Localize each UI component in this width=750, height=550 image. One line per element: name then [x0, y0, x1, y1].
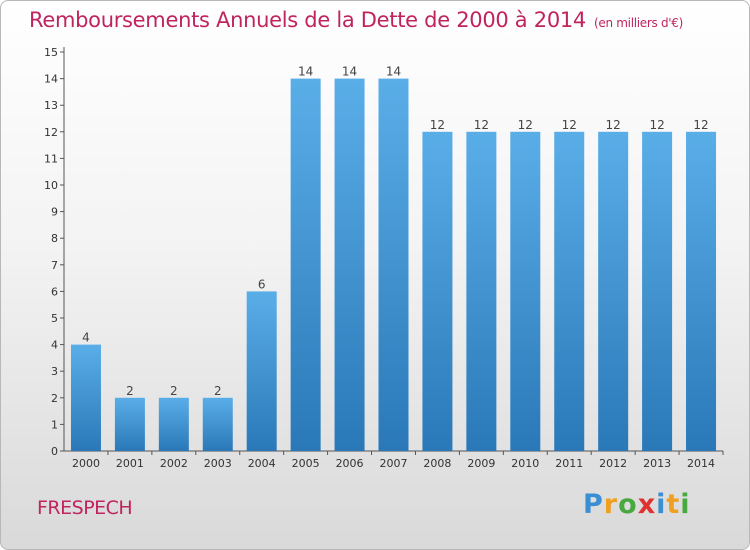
logo-letter: P: [583, 489, 604, 520]
y-tick-label: 9: [51, 206, 58, 219]
logo-letter: r: [603, 489, 619, 520]
proxiti-logo: Proxiti: [583, 489, 691, 520]
y-tick-label: 6: [51, 285, 58, 298]
x-tick-label: 2002: [160, 457, 188, 470]
x-tick-label: 2005: [292, 457, 320, 470]
x-tick-label: 2007: [380, 457, 408, 470]
chart-title: Remboursements Annuels de la Dette de 20…: [29, 8, 683, 32]
data-label: 2: [170, 384, 178, 398]
x-tick-label: 2001: [116, 457, 144, 470]
bar: [70, 344, 101, 451]
y-tick-label: 7: [51, 259, 58, 272]
y-tick-label: 1: [51, 418, 58, 431]
bar: [202, 397, 233, 451]
data-label: 6: [258, 277, 266, 291]
bar: [598, 131, 629, 452]
y-tick-label: 5: [51, 312, 58, 325]
chart-title-text: Remboursements Annuels de la Dette de 20…: [29, 8, 586, 32]
bar: [422, 131, 453, 452]
bar: [158, 397, 189, 451]
chart-unit: (en milliers d'€): [594, 16, 684, 30]
logo-letter: i: [680, 489, 691, 520]
data-label: 12: [693, 118, 708, 132]
data-label: 12: [474, 118, 489, 132]
bar: [334, 78, 365, 451]
y-tick-label: 0: [51, 445, 58, 458]
data-label: 12: [518, 118, 533, 132]
y-tick-label: 11: [44, 152, 58, 165]
bar: [290, 78, 321, 451]
data-label: 2: [214, 384, 222, 398]
logo-letter: i: [656, 489, 667, 520]
logo-letter: t: [666, 489, 681, 520]
x-tick-label: 2012: [599, 457, 627, 470]
data-label: 12: [606, 118, 621, 132]
data-label: 4: [82, 331, 90, 345]
x-tick-label: 2013: [643, 457, 671, 470]
y-tick-label: 10: [44, 179, 58, 192]
bar: [378, 78, 409, 451]
logo-letter: o: [618, 489, 638, 520]
y-tick-label: 15: [44, 46, 58, 59]
y-tick-label: 8: [51, 232, 58, 245]
data-label: 2: [126, 384, 134, 398]
x-tick-label: 2011: [555, 457, 583, 470]
y-tick-label: 14: [44, 73, 58, 86]
bar: [246, 291, 277, 451]
y-tick-label: 13: [44, 99, 58, 112]
data-label: 14: [298, 65, 313, 79]
bar: [510, 131, 541, 452]
bar: [554, 131, 585, 452]
data-label: 14: [386, 65, 401, 79]
x-tick-label: 2008: [423, 457, 451, 470]
y-tick-label: 3: [51, 365, 58, 378]
y-tick-label: 4: [51, 339, 58, 352]
bar: [642, 131, 673, 452]
logo-letter: x: [637, 489, 657, 520]
y-tick-label: 12: [44, 126, 58, 139]
x-tick-label: 2006: [336, 457, 364, 470]
x-tick-label: 2010: [511, 457, 539, 470]
x-tick-label: 2014: [687, 457, 715, 470]
commune-name: FRESPECH: [37, 497, 133, 519]
data-label: 12: [649, 118, 664, 132]
data-label: 12: [430, 118, 445, 132]
bar: [114, 397, 145, 451]
x-tick-label: 2000: [72, 457, 100, 470]
data-label: 12: [562, 118, 577, 132]
x-tick-label: 2004: [248, 457, 276, 470]
data-label: 14: [342, 65, 357, 79]
bar: [466, 131, 497, 452]
x-tick-label: 2009: [467, 457, 495, 470]
y-tick-label: 2: [51, 392, 58, 405]
bar: [686, 131, 717, 452]
x-tick-label: 2003: [204, 457, 232, 470]
